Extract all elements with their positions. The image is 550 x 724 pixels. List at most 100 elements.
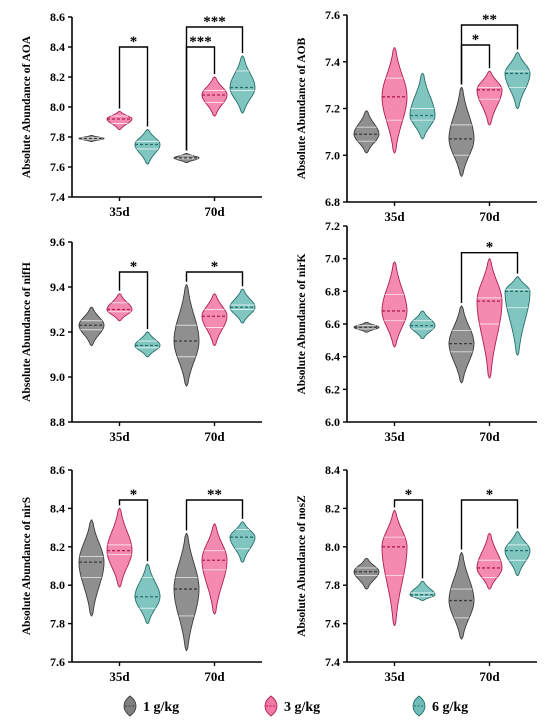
y-tick-label: 6.0: [325, 415, 340, 429]
significance-label: *: [130, 34, 138, 50]
violin-1gkg-35d: [78, 519, 105, 617]
significance-label: ***: [203, 14, 226, 30]
y-tick-label: 8.4: [50, 40, 65, 54]
y-axis-label: Absolute Abundance of nosZ: [296, 495, 308, 637]
significance-bracket: [118, 46, 149, 127]
significance-label: **: [207, 487, 222, 503]
y-tick-label: 8.2: [325, 501, 340, 515]
violin-6gkg-35d: [409, 310, 436, 340]
y-tick-label: 9.4: [50, 280, 65, 294]
x-tick-label: 70d: [204, 669, 225, 684]
significance-bracket: [460, 24, 519, 85]
violin-6gkg-70d: [504, 276, 531, 356]
violin-1gkg-70d: [448, 305, 475, 384]
y-tick-label: 7.8: [325, 578, 340, 592]
y-tick-label: 7.0: [325, 252, 340, 266]
x-tick-label: 35d: [109, 669, 130, 684]
legend-label: 1 g/kg: [143, 700, 179, 715]
y-tick-label: 8.0: [50, 100, 65, 114]
significance-bracket: [460, 499, 519, 550]
significance-bracket: [118, 271, 149, 329]
violin-6gkg-35d: [409, 72, 436, 140]
violin-3gkg-35d: [106, 507, 133, 588]
chart-panel-6: 7.4 7.6 7.8 8.0 8.2 8.4 Absolute Abundance of …: [296, 463, 537, 684]
violin-1gkg-35d: [353, 110, 380, 154]
y-tick-label: 8.2: [50, 540, 65, 554]
violin-6gkg-35d: [134, 563, 161, 625]
violin-3gkg-70d: [201, 293, 228, 346]
violin-3gkg-70d: [476, 70, 503, 126]
violin-6gkg-70d: [504, 530, 531, 577]
significance-bracket: [185, 499, 244, 531]
legend: 1 g/kg 3 g/kg 6 g/kg: [123, 695, 468, 717]
legend-label: 6 g/kg: [432, 700, 468, 715]
x-tick-label: 70d: [479, 209, 500, 224]
y-tick-label: 7.6: [325, 617, 340, 631]
x-tick-label: 35d: [109, 204, 130, 219]
violin-3gkg-70d: [476, 532, 503, 590]
chart-panel-2: 6.8 7.0 7.2 7.4 7.6 Absolute Abundance of AOB…: [296, 8, 537, 224]
y-tick-label: 8.0: [50, 578, 65, 592]
significance-bracket: [185, 26, 244, 151]
violin-6gkg-70d: [229, 521, 256, 563]
significance-label: *: [472, 32, 480, 48]
significance-bracket: [460, 251, 519, 304]
violin-6gkg-70d: [229, 288, 256, 324]
y-tick-label: 7.4: [50, 190, 65, 204]
violin-1gkg-70d: [448, 552, 475, 640]
violin-3gkg-70d: [201, 523, 228, 615]
y-tick-label: 7.4: [325, 655, 340, 669]
x-tick-label: 35d: [384, 429, 405, 444]
y-tick-label: 8.4: [325, 463, 340, 477]
y-tick-label: 6.8: [325, 195, 340, 209]
legend-label: 3 g/kg: [284, 700, 320, 715]
violin-1gkg-70d: [448, 87, 475, 177]
y-tick-label: 8.8: [50, 415, 65, 429]
y-tick-label: 9.0: [50, 370, 65, 384]
significance-label: *: [211, 259, 219, 275]
significance-label: *: [130, 487, 138, 503]
y-tick-label: 7.8: [50, 130, 65, 144]
violin-3gkg-35d: [381, 261, 408, 348]
y-axis-label: Absolute Abundance of nirK: [296, 253, 308, 394]
violin-3gkg-70d: [201, 76, 228, 117]
y-tick-label: 7.4: [325, 55, 340, 69]
violin-6gkg-35d: [409, 580, 436, 602]
y-tick-label: 9.6: [50, 235, 65, 249]
significance-label: *: [405, 487, 413, 503]
y-tick-label: 7.2: [325, 219, 340, 233]
y-axis-label: Absolute Abundance of nifH: [21, 262, 33, 402]
chart-panel-4: 6.0 6.2 6.4 6.6 6.8 7.0 7.2 Absolute Abundance …: [296, 219, 537, 444]
violin-1gkg-70d: [173, 284, 200, 387]
x-tick-label: 70d: [479, 429, 500, 444]
y-tick-label: 9.2: [50, 325, 65, 339]
chart-panel-5: 7.6 7.8 8.0 8.2 8.4 8.6 Absolute Abundance of …: [21, 463, 262, 684]
significance-label: ***: [189, 34, 212, 50]
x-tick-label: 70d: [479, 669, 500, 684]
y-tick-label: 7.8: [50, 617, 65, 631]
chart-panel-1: 7.4 7.6 7.8 8.0 8.2 8.4 8.6 Absolute Abundance …: [21, 10, 262, 219]
x-tick-label: 35d: [384, 209, 405, 224]
violin-3gkg-35d: [106, 111, 133, 130]
violin-1gkg-35d: [353, 557, 380, 590]
y-tick-label: 8.0: [325, 540, 340, 554]
x-tick-label: 70d: [204, 204, 225, 219]
chart-panel-3: 8.8 9.0 9.2 9.4 9.6 Absolute Abundance of nif…: [21, 235, 262, 444]
y-tick-label: 7.6: [50, 160, 65, 174]
significance-label: *: [486, 240, 494, 256]
significance-label: *: [130, 259, 138, 275]
x-tick-label: 35d: [109, 429, 130, 444]
significance-bracket: [393, 499, 424, 579]
y-axis-label: Absolute Abundance of AOA: [21, 35, 33, 178]
y-axis-label: Absolute Abundance of AOB: [296, 37, 308, 179]
y-tick-label: 6.2: [325, 382, 340, 396]
violin-3gkg-70d: [476, 258, 503, 379]
x-tick-label: 35d: [384, 669, 405, 684]
y-tick-label: 8.6: [50, 10, 65, 24]
violin-1gkg-35d: [78, 306, 105, 346]
violin-6gkg-35d: [134, 331, 161, 358]
y-tick-label: 8.6: [50, 463, 65, 477]
violin-1gkg-70d: [173, 532, 200, 651]
violin-6gkg-70d: [229, 55, 256, 114]
